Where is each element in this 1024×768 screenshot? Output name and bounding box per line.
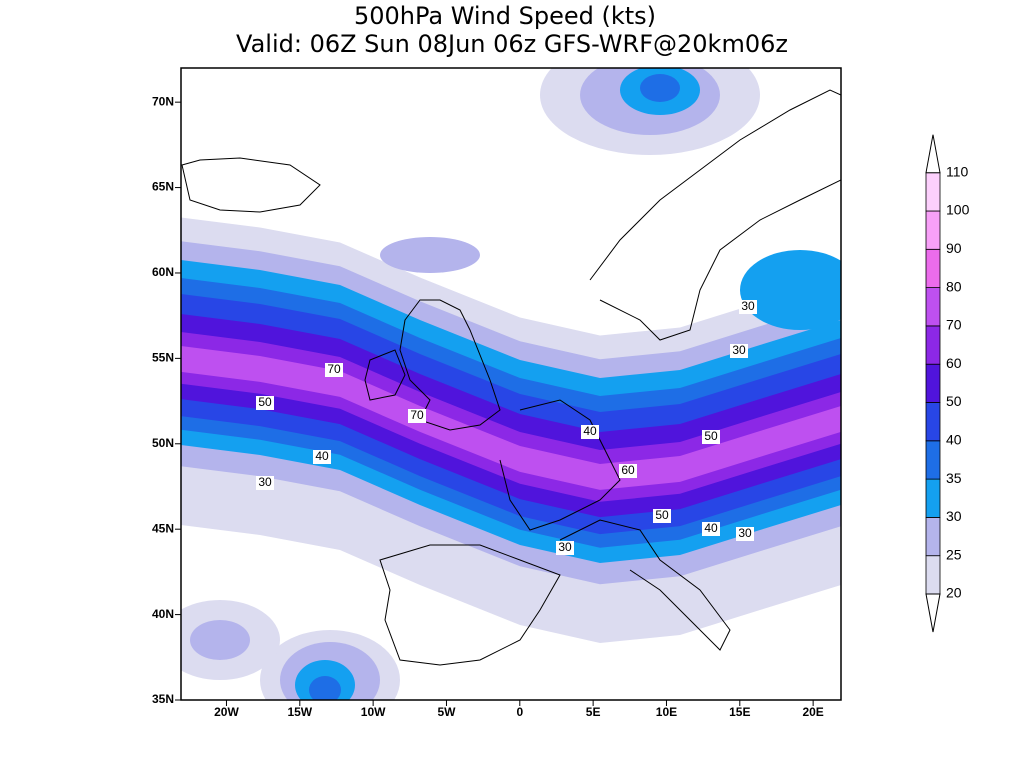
wind-blob — [640, 74, 680, 102]
contour-label-box — [739, 300, 757, 314]
colorbar-segment — [925, 363, 941, 403]
contour-label-box — [702, 430, 720, 444]
colorbar-label: 60 — [946, 355, 962, 371]
contour-label: 60 — [621, 463, 635, 477]
wind-field — [181, 68, 841, 700]
map-frame — [180, 67, 842, 701]
colorbar-label: 80 — [946, 278, 962, 294]
colorbar-segment — [925, 555, 941, 595]
y-tick-label: 45N — [152, 521, 174, 535]
contour-label: 30 — [558, 540, 572, 554]
contour-label: 50 — [258, 395, 272, 409]
colorbar-segment — [925, 172, 941, 212]
contour-label: 30 — [741, 299, 755, 313]
y-tick-label: 35N — [152, 692, 174, 706]
colorbar-label: 110 — [946, 163, 969, 179]
wind-blob — [740, 250, 841, 330]
colorbar-label: 50 — [946, 393, 962, 409]
colorbar-segment — [925, 248, 941, 289]
wind-band — [181, 346, 841, 490]
contour-label: 70 — [410, 408, 424, 422]
wind-blob — [309, 676, 341, 700]
contour-label-box — [702, 522, 720, 536]
colorbar-label: 100 — [946, 202, 970, 218]
colorbar-label: 70 — [946, 317, 962, 333]
x-tick-label: 20W — [214, 705, 239, 719]
x-tick-label: 0 — [516, 705, 523, 719]
contour-label-box — [325, 363, 343, 377]
x-tick-label: 20E — [802, 705, 823, 719]
y-tick-label: 60N — [152, 265, 174, 279]
colorbar-label: 30 — [946, 508, 962, 524]
y-tick-label: 40N — [152, 607, 174, 621]
contour-label-box — [653, 509, 671, 523]
contour-label: 30 — [738, 526, 752, 540]
colorbar-segment — [925, 517, 941, 557]
y-tick-label: 55N — [152, 351, 174, 365]
x-tick-label: 15E — [729, 705, 750, 719]
colorbar-label: 25 — [946, 546, 962, 562]
colorbar-segment — [925, 210, 941, 250]
contour-label: 70 — [327, 362, 341, 376]
colorbar-segment — [925, 287, 941, 327]
contour-label-box — [256, 476, 274, 490]
contour-label-box — [313, 450, 331, 464]
contour-label-box — [581, 425, 599, 439]
x-tick-label: 10W — [361, 705, 386, 719]
contour-label-box — [619, 464, 637, 478]
colorbar-label: 90 — [946, 240, 962, 256]
contour-label: 40 — [315, 449, 329, 463]
colorbar-label: 40 — [946, 432, 962, 448]
colorbar-label: 20 — [946, 585, 962, 601]
colorbar-segment — [925, 440, 941, 480]
y-tick-label: 65N — [152, 180, 174, 194]
colorbar-segment — [925, 325, 941, 365]
contour-label-box — [556, 541, 574, 555]
subtitle: Valid: 06Z Sun 08Jun 06z GFS-WRF@20km06z — [236, 30, 788, 58]
contour-label: 50 — [704, 429, 718, 443]
x-tick-label: 5E — [586, 705, 601, 719]
coastlines — [181, 89, 841, 666]
contour-label-box — [256, 396, 274, 410]
contour-label: 40 — [704, 521, 718, 535]
colorbar-arrow — [925, 134, 941, 174]
contour-label-box — [736, 527, 754, 541]
contour-label-box — [408, 409, 426, 423]
title: 500hPa Wind Speed (kts) — [354, 2, 656, 30]
wind-blob — [380, 237, 480, 273]
wind-blob — [190, 620, 250, 660]
colorbar-arrow — [925, 593, 941, 633]
y-tick-label: 50N — [152, 436, 174, 450]
colorbar-segment — [925, 402, 941, 442]
y-tick-label: 70N — [152, 94, 174, 108]
contour-label: 50 — [655, 508, 669, 522]
contour-label: 30 — [732, 343, 746, 357]
contour-label: 40 — [583, 424, 597, 438]
x-tick-label: 5W — [437, 705, 456, 719]
x-tick-label: 15W — [287, 705, 312, 719]
colorbar-label: 35 — [946, 470, 962, 486]
contour-label-box — [730, 344, 748, 358]
colorbar-segment — [925, 478, 941, 518]
contour-label: 30 — [258, 475, 272, 489]
x-tick-label: 10E — [656, 705, 677, 719]
